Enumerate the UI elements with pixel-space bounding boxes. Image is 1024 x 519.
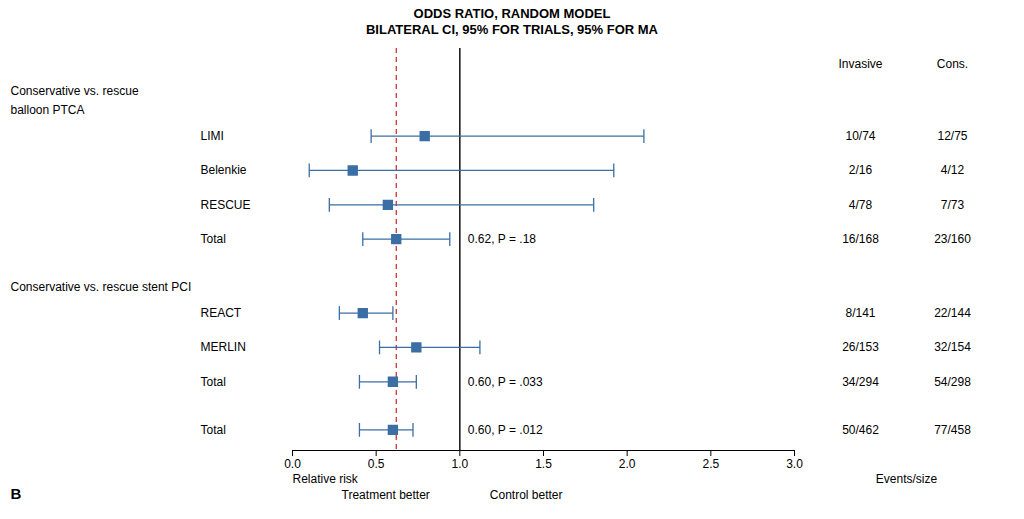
svg-text:22/144: 22/144	[934, 306, 971, 320]
svg-text:Invasive: Invasive	[838, 57, 882, 71]
svg-text:RESCUE: RESCUE	[201, 198, 251, 212]
svg-text:Events/size: Events/size	[876, 472, 938, 486]
svg-text:1.0: 1.0	[451, 457, 468, 471]
svg-text:34/294: 34/294	[842, 375, 879, 389]
svg-text:LIMI: LIMI	[201, 129, 224, 143]
svg-text:2/16: 2/16	[849, 163, 873, 177]
svg-text:0.60, P = .012: 0.60, P = .012	[468, 423, 543, 437]
html-text:BILATERAL CI, 95% FOR TRIALS,: BILATERAL CI, 95% FOR TRIALS, 95% FOR MA	[366, 22, 658, 37]
svg-text:0.5: 0.5	[368, 457, 385, 471]
svg-text:16/168: 16/168	[842, 232, 879, 246]
svg-text:4/78: 4/78	[849, 198, 873, 212]
svg-text:REACT: REACT	[201, 306, 242, 320]
svg-text:Cons.: Cons.	[937, 57, 968, 71]
svg-text:Relative risk: Relative risk	[293, 472, 359, 486]
svg-text:B: B	[11, 485, 22, 502]
svg-text:7/73: 7/73	[941, 198, 965, 212]
svg-text:0.0: 0.0	[284, 457, 301, 471]
svg-text:54/298: 54/298	[934, 375, 971, 389]
svg-text:Total: Total	[201, 375, 226, 389]
svg-text:MERLIN: MERLIN	[201, 340, 246, 354]
svg-text:8/141: 8/141	[845, 306, 875, 320]
svg-text:2.0: 2.0	[619, 457, 636, 471]
svg-text:32/154: 32/154	[934, 340, 971, 354]
svg-text:Conservative vs. rescue: Conservative vs. rescue	[11, 84, 139, 98]
svg-text:Belenkie: Belenkie	[201, 163, 247, 177]
svg-text:26/153: 26/153	[842, 340, 879, 354]
svg-text:2.5: 2.5	[702, 457, 719, 471]
svg-text:77/458: 77/458	[934, 423, 971, 437]
svg-text:1.5: 1.5	[535, 457, 552, 471]
svg-text:Treatment better: Treatment better	[342, 488, 430, 502]
svg-text:23/160: 23/160	[934, 232, 971, 246]
svg-text:4/12: 4/12	[941, 163, 965, 177]
svg-text:Control better: Control better	[490, 488, 563, 502]
svg-text:Total: Total	[201, 423, 226, 437]
svg-text:0.60, P = .033: 0.60, P = .033	[468, 375, 543, 389]
svg-text:3.0: 3.0	[786, 457, 803, 471]
html-text:ODDS RATIO, RANDOM MODEL: ODDS RATIO, RANDOM MODEL	[413, 6, 611, 21]
svg-text:10/74: 10/74	[845, 129, 875, 143]
svg-text:Total: Total	[201, 232, 226, 246]
svg-text:Conservative vs. rescue stent: Conservative vs. rescue stent PCI	[11, 280, 192, 294]
svg-text:0.62, P = .18: 0.62, P = .18	[468, 232, 536, 246]
svg-text:50/462: 50/462	[842, 423, 879, 437]
svg-text:12/75: 12/75	[937, 129, 967, 143]
svg-text:balloon PTCA: balloon PTCA	[11, 103, 85, 117]
